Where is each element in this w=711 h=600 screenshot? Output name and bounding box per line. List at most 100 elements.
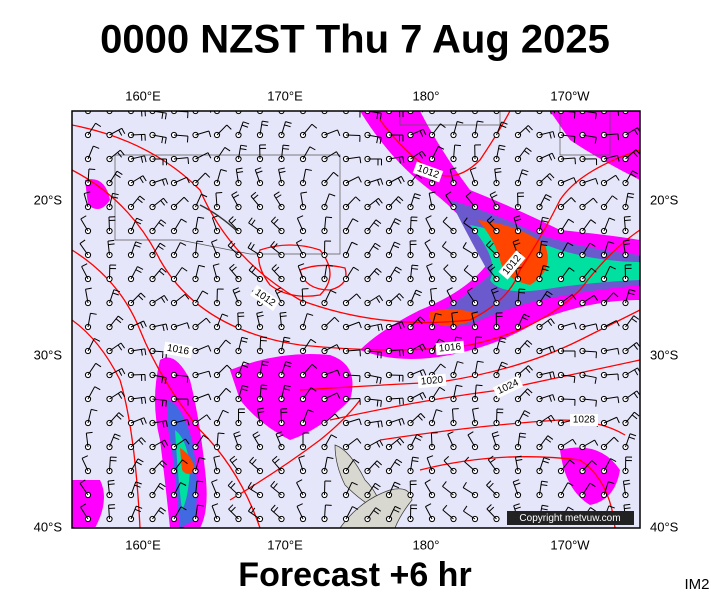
wind-barb (213, 432, 225, 451)
barb-flag (372, 245, 379, 251)
barb-staff (431, 313, 436, 328)
wind-barb (579, 242, 596, 259)
wind-barb (127, 505, 143, 523)
barb-staff (130, 241, 137, 256)
barb-staff (388, 437, 401, 448)
wind-barb (385, 371, 404, 382)
barb-staff (603, 266, 611, 280)
barb-flag (161, 179, 165, 186)
barb-flag (137, 266, 144, 270)
barb-flag (248, 217, 253, 224)
wind-barbs (79, 100, 640, 523)
barb-staff (195, 152, 209, 160)
barb-staff (426, 457, 433, 472)
barb-flag (376, 460, 382, 466)
barb-flag (247, 505, 253, 512)
barb-flag (283, 336, 291, 339)
barb-flag (375, 507, 382, 512)
barb-staff (345, 349, 361, 352)
barb-staff (486, 220, 497, 232)
barb-staff (235, 169, 239, 184)
barb-flag (256, 170, 263, 174)
barb-flag (94, 386, 101, 391)
barb-flag (394, 481, 401, 486)
barb-flag (500, 364, 507, 369)
barb-staff (130, 396, 145, 400)
barb-flag (422, 369, 427, 376)
barb-flag (280, 315, 287, 318)
barb-staff (109, 289, 115, 304)
barb-flag (336, 392, 341, 399)
barb-staff (496, 361, 503, 376)
barb-flag (486, 216, 493, 221)
barb-staff (173, 267, 183, 280)
wind-barb (170, 293, 190, 307)
wind-barb (514, 410, 531, 427)
wind-barb (342, 266, 360, 283)
barb-staff (345, 156, 360, 160)
barb-staff (428, 193, 433, 208)
barb-flag (617, 111, 620, 116)
barb-staff (81, 458, 89, 472)
wind-barb (211, 479, 221, 499)
barb-staff (539, 241, 542, 256)
barb-staff (130, 458, 139, 472)
wind-barb (622, 456, 633, 475)
barb-flag (119, 149, 125, 156)
barb-flag (120, 342, 126, 349)
barb-flag (202, 434, 209, 440)
wind-barb (127, 217, 143, 235)
barb-flag (486, 240, 492, 246)
barb-flag (282, 148, 289, 150)
barb-staff (466, 291, 476, 304)
wind-barb (407, 216, 418, 235)
barb-flag (262, 120, 269, 123)
barb-flag (594, 112, 597, 120)
barb-staff (280, 408, 282, 424)
barb-flag (462, 481, 467, 488)
barb-staff (603, 396, 618, 400)
barb-flag (522, 413, 529, 418)
barb-flag (312, 100, 317, 104)
barb-flag (196, 240, 204, 243)
barb-flag (440, 363, 446, 369)
barb-staff (216, 387, 227, 400)
barb-staff (173, 482, 181, 496)
barb-staff (367, 178, 381, 184)
barb-staff (462, 487, 476, 496)
barb-flag (514, 242, 521, 246)
wind-barb (364, 131, 382, 144)
wind-barb (84, 287, 92, 307)
wind-barb (407, 316, 426, 331)
barb-flag (396, 295, 402, 301)
barb-flag (134, 508, 141, 513)
barb-flag (573, 136, 576, 143)
wind-barb (299, 363, 318, 379)
barb-staff (582, 323, 597, 328)
wind-barb (192, 457, 206, 475)
barb-flag (273, 483, 278, 489)
barb-flag (632, 151, 638, 158)
wind-barb (342, 418, 362, 427)
barb-flag (296, 239, 303, 244)
barb-flag (261, 124, 268, 127)
wind-barb (557, 218, 575, 235)
barb-staff (431, 338, 440, 352)
barb-flag (241, 388, 248, 392)
barb-flag (164, 377, 167, 384)
barb-staff (560, 242, 569, 256)
wind-barb (471, 120, 484, 139)
wind-barb (622, 367, 640, 379)
barb-flag (488, 506, 495, 512)
barb-flag (262, 360, 269, 363)
barb-flag (93, 145, 100, 149)
barb-staff (195, 265, 200, 280)
barb-flag (633, 392, 639, 399)
wind-barb (192, 504, 204, 523)
barb-staff (410, 150, 423, 160)
barb-flag (352, 506, 359, 510)
barb-staff (302, 123, 313, 136)
barb-staff (486, 244, 497, 256)
wind-barb (321, 151, 341, 163)
barb-flag (207, 152, 212, 159)
